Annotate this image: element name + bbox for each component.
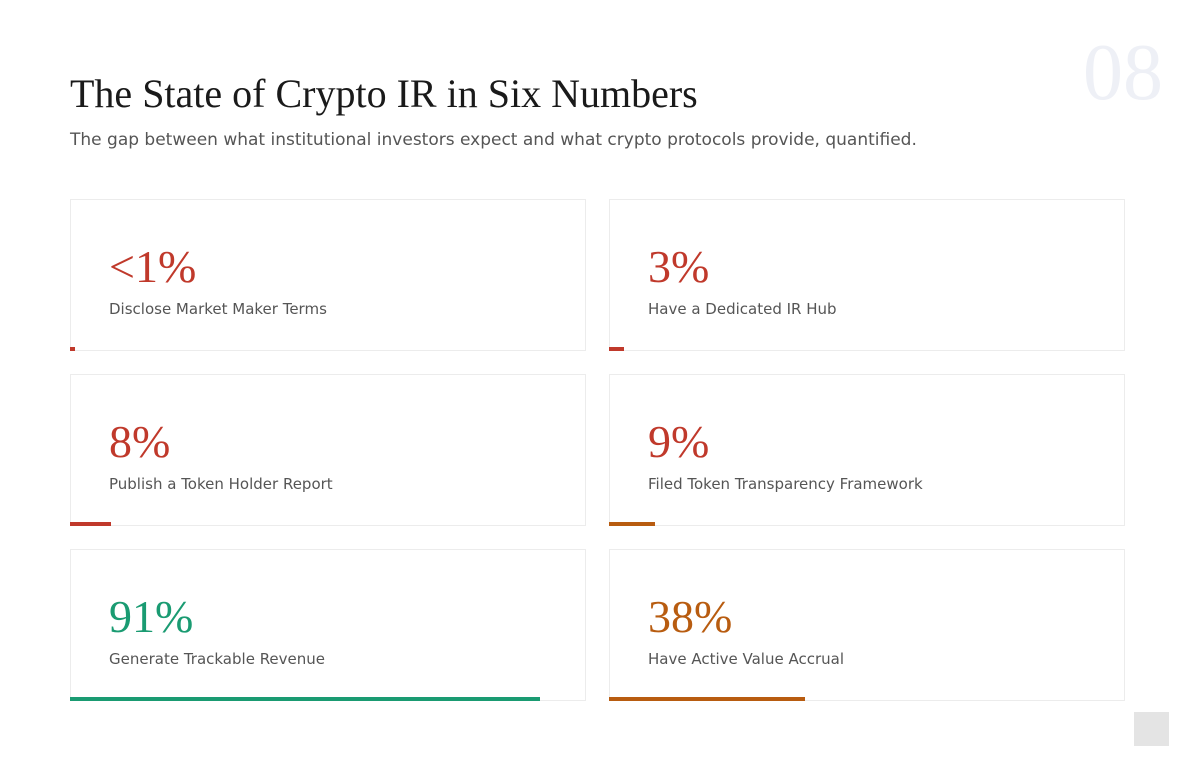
stat-card: 8% Publish a Token Holder Report xyxy=(70,374,586,526)
stat-card: 3% Have a Dedicated IR Hub xyxy=(609,199,1125,351)
progress-bar xyxy=(70,697,540,701)
progress-bar xyxy=(609,697,806,701)
stat-card: 9% Filed Token Transparency Framework xyxy=(609,374,1125,526)
title: The State of Crypto IR in Six Numbers xyxy=(70,71,698,116)
stat-label: Disclose Market Maker Terms xyxy=(109,300,327,318)
stat-label: Have Active Value Accrual xyxy=(648,650,844,668)
page-number: 08 xyxy=(1083,29,1163,117)
stat-label: Filed Token Transparency Framework xyxy=(648,475,923,493)
progress-bar xyxy=(609,522,656,526)
progress-bar xyxy=(70,522,112,526)
corner-icon xyxy=(1134,712,1169,746)
stat-label: Generate Trackable Revenue xyxy=(109,650,326,668)
progress-bar xyxy=(70,347,76,351)
stat-value: 3% xyxy=(648,241,710,292)
stat-card: 38% Have Active Value Accrual xyxy=(609,549,1125,701)
stat-label: Have a Dedicated IR Hub xyxy=(648,300,837,318)
card-grid: <1% Disclose Market Maker Terms 3% Have a D… xyxy=(70,199,1125,701)
stat-card: 91% Generate Trackable Revenue xyxy=(70,549,586,701)
stat-card: <1% Disclose Market Maker Terms xyxy=(70,199,586,351)
stat-value: 91% xyxy=(109,591,194,642)
stat-label: Publish a Token Holder Report xyxy=(109,475,333,493)
stat-value: 38% xyxy=(648,591,733,642)
stat-value: 8% xyxy=(109,416,171,467)
progress-bar xyxy=(609,347,625,351)
subtitle: The gap between what institutional inves… xyxy=(70,130,917,150)
stat-value: <1% xyxy=(109,241,197,292)
stat-value: 9% xyxy=(648,416,710,467)
